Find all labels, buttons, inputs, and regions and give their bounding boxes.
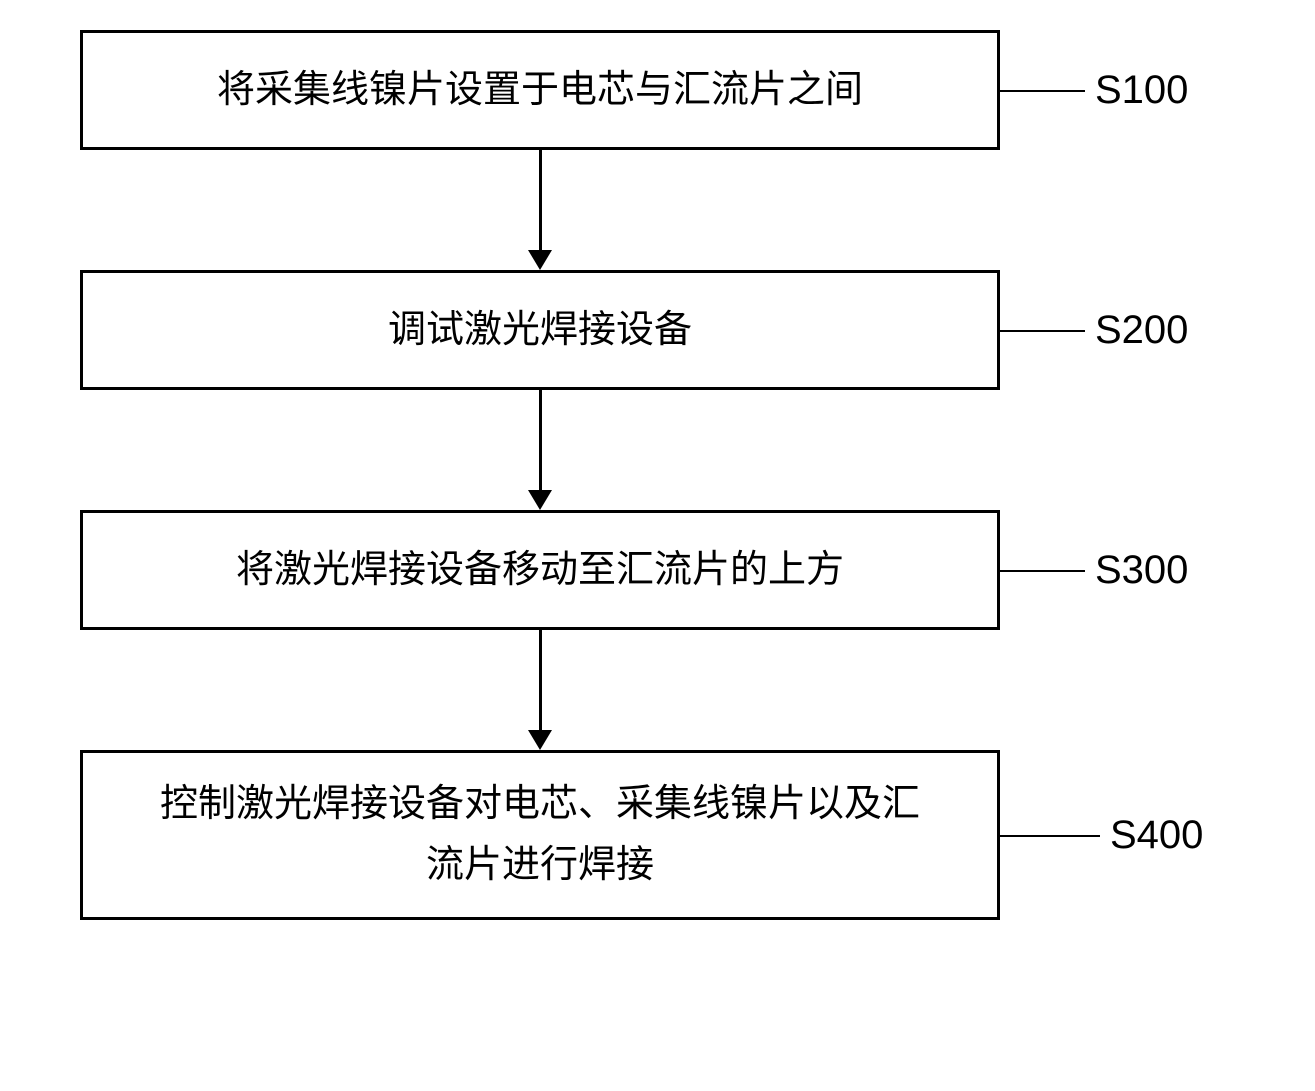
flowchart-node: 将激光焊接设备移动至汇流片的上方: [80, 510, 1000, 630]
node-text: 控制激光焊接设备对电芯、采集线镍片以及汇流片进行焊接: [130, 754, 950, 916]
flow-arrow: [80, 630, 1000, 750]
node-text: 调试激光焊接设备: [358, 280, 722, 381]
arrow-line: [539, 630, 542, 730]
flowchart-node: 将采集线镍片设置于电芯与汇流片之间: [80, 30, 1000, 150]
arrow-line: [539, 150, 542, 250]
arrow-head-icon: [528, 250, 552, 270]
arrow-head-icon: [528, 730, 552, 750]
label-connector-line: [1000, 570, 1085, 572]
label-connector-line: [1000, 835, 1100, 837]
flow-arrow: [80, 150, 1000, 270]
flowchart-node: 控制激光焊接设备对电芯、采集线镍片以及汇流片进行焊接: [80, 750, 1000, 920]
label-connector-line: [1000, 330, 1085, 332]
flowchart-container: 将采集线镍片设置于电芯与汇流片之间 S100 调试激光焊接设备 S200 将激光…: [80, 30, 1180, 920]
step-label: S300: [1095, 548, 1188, 593]
step-label: S100: [1095, 68, 1188, 113]
node-text: 将激光焊接设备移动至汇流片的上方: [206, 520, 874, 621]
arrow-head-icon: [528, 490, 552, 510]
label-connector-line: [1000, 90, 1085, 92]
node-text: 将采集线镍片设置于电芯与汇流片之间: [187, 40, 893, 141]
step-label: S400: [1110, 813, 1203, 858]
step-label: S200: [1095, 308, 1188, 353]
flow-arrow: [80, 390, 1000, 510]
arrow-line: [539, 390, 542, 490]
flowchart-node: 调试激光焊接设备: [80, 270, 1000, 390]
